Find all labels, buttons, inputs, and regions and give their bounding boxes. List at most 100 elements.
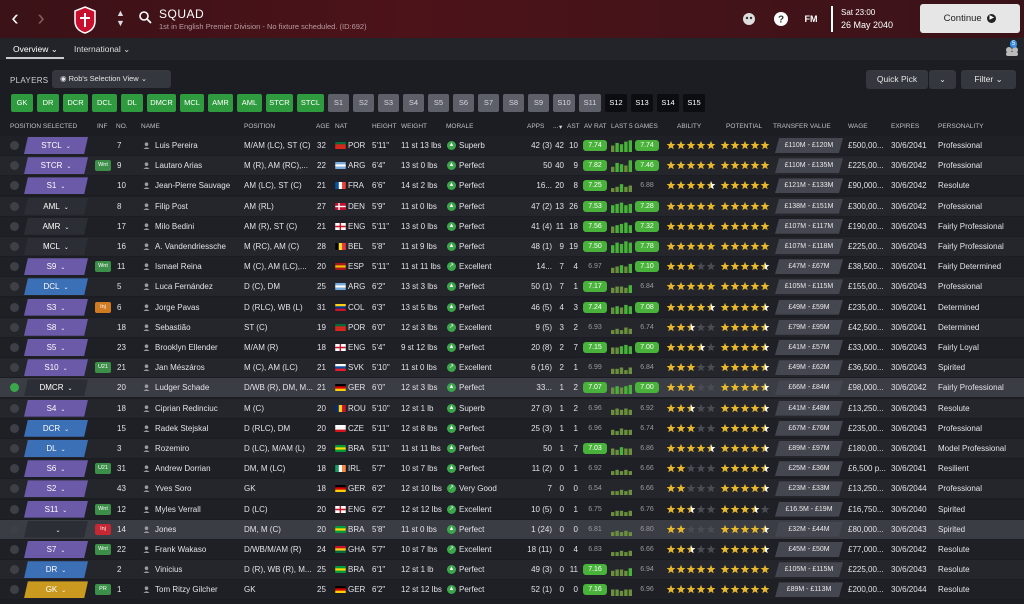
- col-morale[interactable]: MORALE: [446, 123, 474, 130]
- col-potential[interactable]: POTENTIAL: [726, 123, 763, 130]
- col-last5[interactable]: LAST 5 GAMES: [611, 123, 658, 130]
- position-chip-s13[interactable]: S13: [631, 94, 653, 112]
- row-select-checkbox[interactable]: [10, 201, 19, 211]
- position-selected-dropdown[interactable]: DMCR ⌄: [24, 379, 88, 397]
- club-switch-chevrons-icon[interactable]: ▲ ▼: [116, 8, 125, 28]
- col-ability[interactable]: ABILITY: [677, 123, 702, 130]
- player-name-link[interactable]: Ismael Reina: [155, 262, 202, 272]
- position-chip-s3[interactable]: S3: [378, 94, 399, 112]
- row-select-checkbox[interactable]: [10, 444, 19, 453]
- player-name-link[interactable]: Milo Bedini: [155, 221, 195, 231]
- player-name-link[interactable]: Filip Post: [155, 201, 188, 211]
- position-chip-s12[interactable]: S12: [605, 94, 627, 112]
- position-chip-stcr[interactable]: STCR: [266, 94, 293, 112]
- col-ast[interactable]: AST: [567, 123, 580, 130]
- table-row[interactable]: S9 ⌄ Wnt 11 Ismael Reina M (C), AM (LC),... 20…: [0, 257, 1024, 277]
- back-arrow-icon[interactable]: ‹: [11, 5, 19, 30]
- table-row[interactable]: STCR ⌄ Wnt 9 Lautaro Arias M (R), AM (RC),...…: [0, 156, 1024, 176]
- continue-button[interactable]: Continue ▶: [920, 4, 1020, 33]
- col-no[interactable]: NO.: [116, 123, 128, 130]
- position-chip-dmcr[interactable]: DMCR: [147, 94, 176, 112]
- player-name-link[interactable]: Brooklyn Ellender: [155, 343, 218, 352]
- position-chip-s8[interactable]: S8: [503, 94, 524, 112]
- fm-menu-button[interactable]: FM: [804, 14, 818, 24]
- position-selected-dropdown[interactable]: AMR ⌄: [24, 217, 88, 235]
- quick-pick-button[interactable]: Quick Pick: [866, 70, 928, 89]
- position-chip-dcr[interactable]: DCR: [63, 94, 88, 112]
- row-select-checkbox[interactable]: [10, 242, 19, 251]
- position-selected-dropdown[interactable]: S5 ⌄: [24, 339, 88, 356]
- forward-arrow-icon[interactable]: ›: [37, 5, 45, 30]
- table-row[interactable]: MCL ⌄ 16 A. Vandendriessche M (RC), AM (C) 28…: [0, 237, 1024, 256]
- row-select-checkbox[interactable]: [10, 464, 19, 474]
- player-name-link[interactable]: Andrew Dorrian: [155, 464, 211, 474]
- row-select-checkbox[interactable]: [10, 585, 19, 595]
- club-crest-icon[interactable]: [72, 5, 98, 35]
- table-row[interactable]: DR ⌄ 2 Vinicius D (R), WB (R), M... 25 BRA 6'1"…: [0, 560, 1024, 580]
- player-name-link[interactable]: Tom Ritzy Gilcher: [155, 585, 218, 595]
- row-select-checkbox[interactable]: [10, 504, 19, 514]
- position-selected-dropdown[interactable]: S4 ⌄: [24, 399, 88, 417]
- col-inf[interactable]: INF: [97, 123, 108, 130]
- col-apps[interactable]: APPS: [527, 123, 545, 130]
- position-chip-gk[interactable]: GK: [11, 94, 33, 112]
- player-name-link[interactable]: Luis Pereira: [155, 141, 198, 150]
- position-chip-s9[interactable]: S9: [528, 94, 549, 112]
- player-name-link[interactable]: Jorge Pavas: [155, 302, 200, 312]
- table-row[interactable]: DCR ⌄ 15 Radek Stejskal D (RLC), DM 20 CZE 5'11…: [0, 418, 1024, 438]
- position-chip-s2[interactable]: S2: [353, 94, 374, 112]
- player-name-link[interactable]: Ludger Schade: [155, 383, 210, 393]
- position-chip-dr[interactable]: DR: [37, 94, 59, 112]
- table-row[interactable]: GK ⌄ PR 1 Tom Ritzy Gilcher GK 25 GER 6'2" 12 st …: [0, 580, 1024, 600]
- position-selected-dropdown[interactable]: MCL ⌄: [24, 238, 88, 255]
- position-chip-mcl[interactable]: MCL: [180, 94, 204, 112]
- player-name-link[interactable]: Lautaro Arias: [155, 161, 203, 171]
- row-select-checkbox[interactable]: [10, 423, 19, 433]
- assistant-icon[interactable]: [741, 11, 757, 27]
- position-selected-dropdown[interactable]: S7 ⌄: [24, 541, 88, 558]
- table-row[interactable]: S4 ⌄ 18 Ciprian Redinciuc M (C) 20 ROU 5'10" 12 …: [0, 398, 1024, 418]
- table-row[interactable]: AMR ⌄ 17 Milo Bedini AM (R), ST (C) 21 ENG 5'11…: [0, 216, 1024, 236]
- col-age[interactable]: AGE: [316, 123, 330, 130]
- position-selected-dropdown[interactable]: S11 ⌄: [24, 500, 88, 518]
- player-name-link[interactable]: Jean-Pierre Sauvage: [155, 181, 231, 191]
- table-row[interactable]: STCL ⌄ 7 Luis Pereira M/AM (LC), ST (C) 32 POR…: [0, 136, 1024, 155]
- table-row[interactable]: S7 ⌄ Wnt 22 Frank Wakaso D/WB/M/AM (R) 24 GHA 5'…: [0, 540, 1024, 559]
- row-select-checkbox[interactable]: [10, 565, 19, 575]
- table-row[interactable]: DCL ⌄ 5 Luca Fernández D (C), DM 25 ARG 6'2" 13 …: [0, 277, 1024, 297]
- position-chip-s1[interactable]: S1: [328, 94, 349, 112]
- row-select-checkbox[interactable]: [10, 221, 19, 231]
- position-chip-stcl[interactable]: STCL: [297, 94, 324, 112]
- position-selected-dropdown[interactable]: STCR ⌄: [24, 157, 88, 175]
- row-select-checkbox[interactable]: [10, 343, 19, 352]
- player-name-link[interactable]: Frank Wakaso: [155, 545, 207, 554]
- table-row[interactable]: S1 ⌄ 10 Jean-Pierre Sauvage AM (LC), ST (C) 2…: [0, 176, 1024, 196]
- position-chip-s5[interactable]: S5: [428, 94, 449, 112]
- player-name-link[interactable]: Yves Soro: [155, 484, 192, 494]
- position-selected-dropdown[interactable]: GK ⌄: [24, 581, 88, 599]
- player-name-link[interactable]: Luca Fernández: [155, 282, 213, 292]
- player-name-link[interactable]: A. Vandendriessche: [155, 242, 227, 251]
- position-selected-dropdown[interactable]: DL ⌄: [24, 440, 88, 457]
- player-name-link[interactable]: Myles Verrall: [155, 504, 201, 514]
- row-select-checkbox[interactable]: [10, 484, 19, 494]
- position-chip-dcl[interactable]: DCL: [92, 94, 117, 112]
- position-chip-amr[interactable]: AMR: [208, 94, 233, 112]
- position-chip-s6[interactable]: S6: [453, 94, 474, 112]
- row-select-checkbox[interactable]: [10, 141, 19, 150]
- player-name-link[interactable]: Ciprian Redinciuc: [155, 403, 218, 413]
- position-chip-s7[interactable]: S7: [478, 94, 499, 112]
- position-chip-aml[interactable]: AML: [237, 94, 262, 112]
- col-nat[interactable]: NAT: [335, 123, 348, 130]
- selection-view-dropdown[interactable]: ◉ Rob's Selection View ⌄: [52, 70, 171, 88]
- help-icon[interactable]: ?: [773, 11, 789, 27]
- position-selected-dropdown[interactable]: S6 ⌄: [24, 460, 88, 478]
- player-name-link[interactable]: Jan Mészáros: [155, 363, 205, 373]
- player-name-link[interactable]: Radek Stejskal: [155, 423, 209, 433]
- search-icon[interactable]: [138, 10, 152, 24]
- position-selected-dropdown[interactable]: S8 ⌄: [24, 318, 88, 336]
- table-row[interactable]: S10 ⌄ U21 21 Jan Mészáros M (C), AM (LC) 21 SVK…: [0, 358, 1024, 378]
- col-height[interactable]: HEIGHT: [372, 123, 397, 130]
- row-select-checkbox[interactable]: [10, 282, 19, 292]
- table-row[interactable]: S5 ⌄ 23 Brooklyn Ellender M/AM (R) 18 ENG 5'4" 9…: [0, 338, 1024, 357]
